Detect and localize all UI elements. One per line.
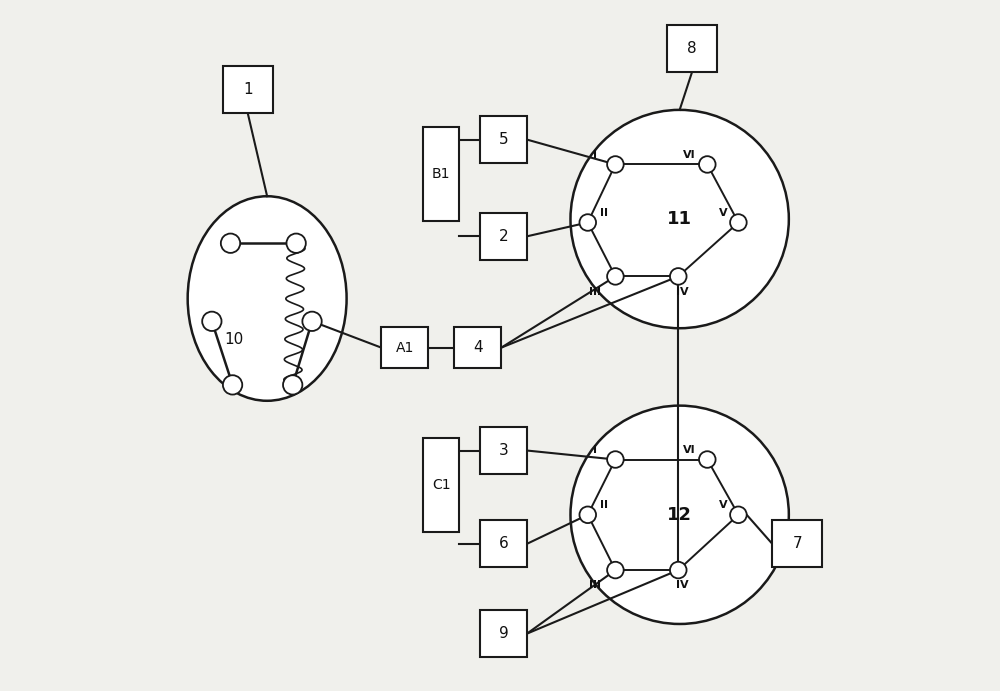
Text: 8: 8 (687, 41, 697, 56)
FancyBboxPatch shape (454, 327, 501, 368)
Text: B1: B1 (432, 167, 451, 181)
FancyBboxPatch shape (480, 520, 527, 567)
Text: VI: VI (683, 150, 696, 160)
Circle shape (607, 562, 624, 578)
Text: 11: 11 (667, 210, 692, 228)
Text: II: II (600, 208, 608, 218)
Circle shape (607, 451, 624, 468)
Circle shape (579, 214, 596, 231)
Text: 10: 10 (224, 332, 244, 348)
Text: 2: 2 (499, 229, 508, 244)
FancyBboxPatch shape (423, 439, 459, 532)
FancyBboxPatch shape (480, 116, 527, 163)
Text: 5: 5 (499, 132, 508, 147)
Circle shape (202, 312, 222, 331)
Text: 1: 1 (243, 82, 253, 97)
Circle shape (607, 156, 624, 173)
FancyBboxPatch shape (772, 520, 822, 567)
Text: 7: 7 (792, 536, 802, 551)
FancyBboxPatch shape (480, 427, 527, 474)
Text: 12: 12 (667, 506, 692, 524)
Text: IV: IV (676, 580, 689, 590)
Text: A1: A1 (395, 341, 414, 354)
Text: VI: VI (683, 445, 696, 455)
Text: III: III (589, 287, 601, 296)
Ellipse shape (188, 196, 347, 401)
FancyBboxPatch shape (423, 128, 459, 221)
Text: I: I (593, 150, 597, 160)
Circle shape (570, 406, 789, 624)
FancyBboxPatch shape (667, 25, 717, 72)
Text: II: II (600, 500, 608, 510)
Circle shape (223, 375, 242, 395)
Circle shape (699, 451, 716, 468)
Text: 4: 4 (473, 340, 483, 355)
Circle shape (286, 234, 306, 253)
Circle shape (607, 268, 624, 285)
FancyBboxPatch shape (480, 213, 527, 260)
Circle shape (699, 156, 716, 173)
FancyBboxPatch shape (223, 66, 273, 113)
Text: V: V (719, 208, 728, 218)
Text: V: V (719, 500, 728, 510)
Circle shape (730, 214, 747, 231)
Text: 6: 6 (499, 536, 508, 551)
FancyBboxPatch shape (480, 610, 527, 657)
Circle shape (670, 562, 687, 578)
Circle shape (730, 507, 747, 523)
Text: C1: C1 (432, 478, 451, 492)
Text: 9: 9 (499, 626, 508, 641)
Circle shape (670, 268, 687, 285)
Text: I: I (593, 445, 597, 455)
Text: 3: 3 (499, 443, 508, 458)
Circle shape (302, 312, 322, 331)
Text: III: III (589, 580, 601, 590)
Circle shape (283, 375, 302, 395)
Text: IV: IV (676, 287, 689, 296)
Circle shape (221, 234, 240, 253)
Circle shape (570, 110, 789, 328)
FancyBboxPatch shape (381, 327, 428, 368)
Circle shape (579, 507, 596, 523)
